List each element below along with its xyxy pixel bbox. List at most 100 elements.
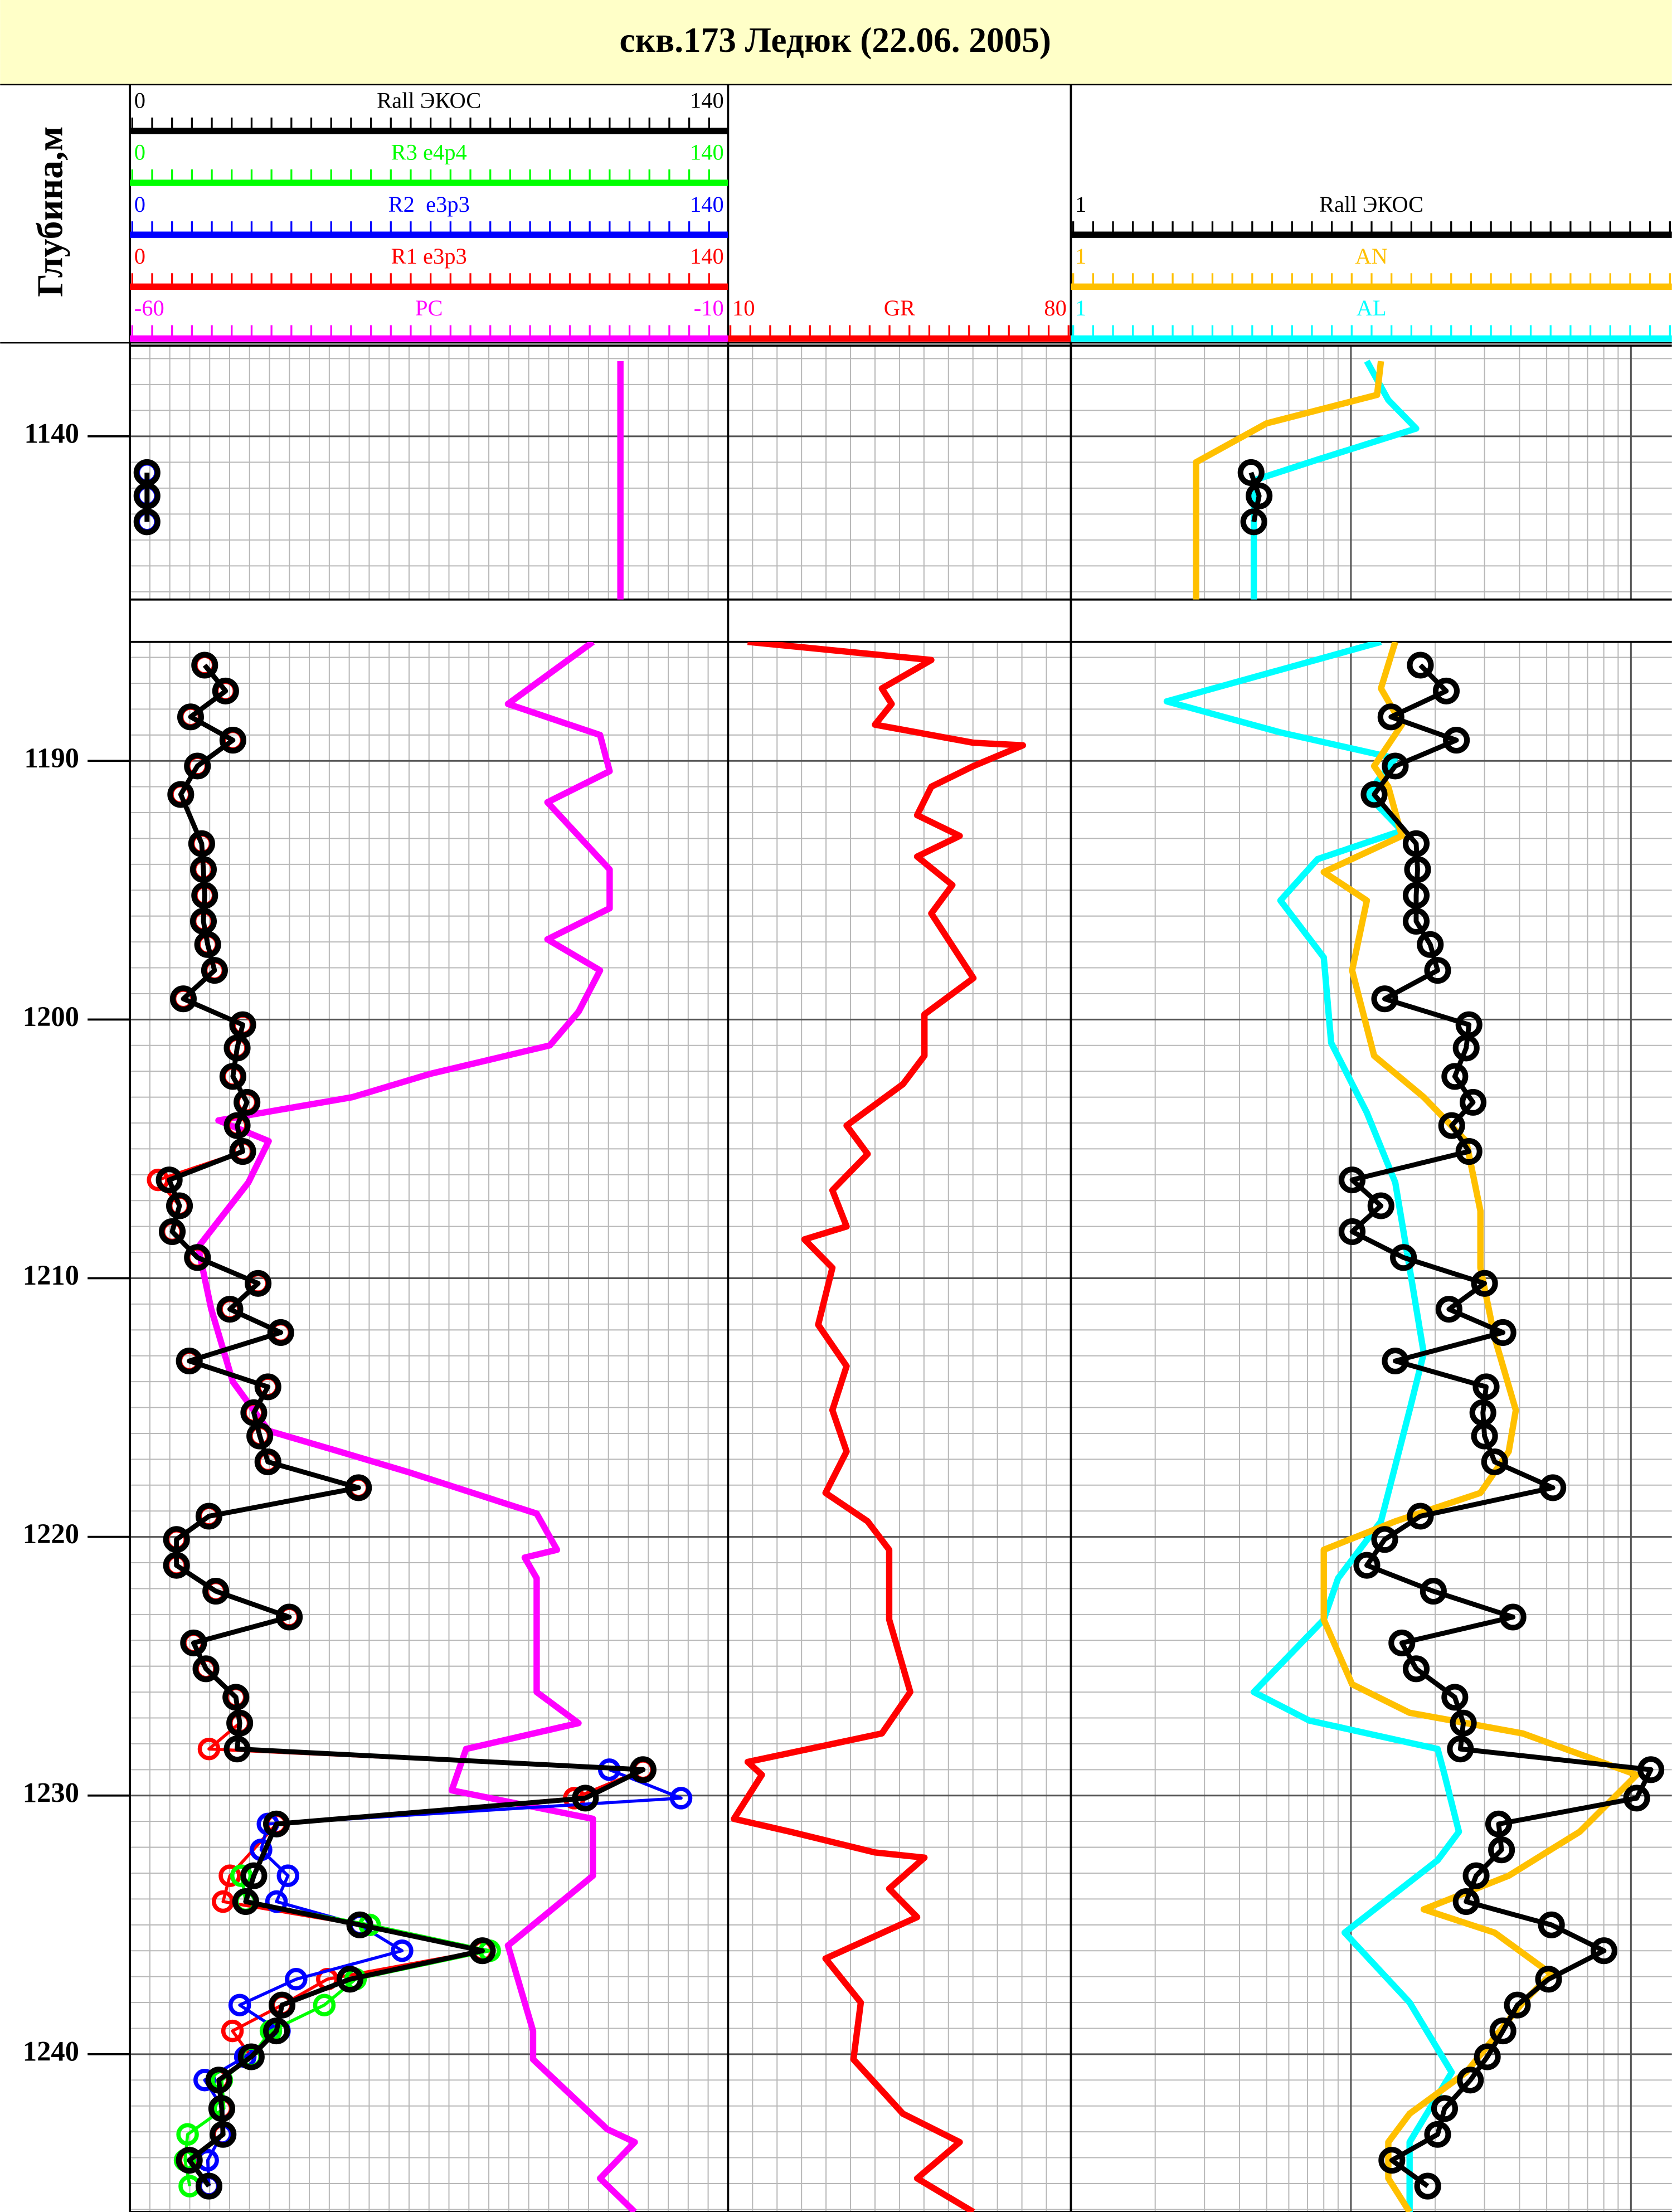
legend-entry: Rall ЭКОС [1319, 192, 1423, 217]
curve-marker [1404, 856, 1431, 883]
curve-marker [1538, 1911, 1565, 1938]
curve-marker [1402, 882, 1430, 909]
curve-marker [1237, 459, 1265, 487]
curve-marker [1339, 1218, 1366, 1245]
curve-marker [223, 1112, 251, 1139]
curve [1349, 663, 1654, 2189]
legend-entry: AL [1357, 295, 1387, 320]
curve-marker [218, 1864, 241, 1887]
curve-marker [240, 1399, 268, 1426]
curve-marker [1431, 2095, 1458, 2122]
curve-marker [1539, 1474, 1567, 1501]
curve-marker [1504, 1991, 1531, 2019]
curve-marker [1447, 1735, 1474, 1763]
curve-marker [391, 1939, 414, 1962]
chart-title: скв.173 Ледюк (22.06. 2005) [620, 21, 1051, 60]
curve-marker [184, 752, 211, 780]
curve-marker [572, 1785, 599, 1812]
curve-marker [254, 1373, 281, 1401]
curve-marker [195, 2172, 222, 2200]
curve-marker [1590, 1937, 1617, 1965]
curve-marker [263, 1810, 290, 1837]
curve-marker [1432, 677, 1460, 704]
curve-marker [1240, 508, 1267, 536]
depth-tick-label: 1140 [25, 417, 79, 449]
curve-marker [336, 1966, 363, 1993]
curve-marker [1390, 1244, 1417, 1271]
scale-max-label: 140 [690, 192, 724, 217]
curve-marker [158, 1218, 186, 1245]
curve-marker [163, 1552, 190, 1579]
curve-marker [629, 1756, 657, 1783]
scale-max-label: -10 [694, 295, 724, 320]
curve-marker [1382, 1347, 1409, 1375]
curve-marker [1420, 1578, 1447, 1605]
curve-marker [1407, 652, 1434, 679]
curve-marker [226, 1709, 254, 1737]
curve-marker [254, 1448, 281, 1476]
curve-marker [1637, 1756, 1665, 1783]
curve-marker [222, 1684, 250, 1711]
curve-marker [176, 2147, 203, 2174]
curve-marker [216, 1296, 244, 1323]
curve-marker [1462, 1862, 1490, 1889]
curve-marker [1402, 1655, 1430, 1683]
curve-marker [1623, 1785, 1650, 1812]
curve-marker [208, 2095, 235, 2122]
scale-min-label: 0 [134, 88, 145, 113]
curve-marker [133, 482, 161, 509]
legend-entry: R2 e3p3 [388, 192, 470, 217]
legend-entry: PC [415, 295, 443, 320]
curve-marker [1488, 1836, 1515, 1864]
curve-marker [1499, 1603, 1527, 1631]
curve-marker [177, 703, 205, 731]
legend-entry: R1 e3p3 [391, 244, 467, 269]
track-panel [731, 641, 1027, 2212]
curve-marker [1435, 1296, 1462, 1323]
curve-marker [167, 781, 195, 808]
curve-marker [245, 1270, 272, 1297]
curve-marker [194, 931, 221, 958]
curve-marker [184, 1244, 211, 1271]
curve-marker [1367, 1192, 1394, 1219]
curve-marker [211, 1890, 235, 1913]
curve-marker [1378, 2147, 1406, 2174]
curve-marker [1455, 1138, 1483, 1165]
curve-marker [345, 1474, 372, 1501]
depth-tick-label: 1190 [25, 742, 79, 774]
depth-tick-label: 1210 [23, 1260, 79, 1291]
curve-marker [180, 1629, 207, 1656]
scale-max-label: 140 [690, 140, 724, 165]
curve-marker [1441, 1684, 1469, 1711]
curve-marker [1382, 752, 1409, 780]
curve-marker [313, 1994, 336, 2016]
curve-marker [169, 985, 197, 1013]
curve-marker [219, 1063, 246, 1090]
curve-marker [1472, 1373, 1500, 1401]
curve-marker [1246, 482, 1273, 509]
panel-gap [0, 599, 1672, 642]
curve-marker [267, 1319, 294, 1346]
title-band [0, 0, 1672, 85]
curve-marker [163, 1526, 190, 1553]
curve-marker [1360, 781, 1388, 808]
curve-marker [230, 1864, 253, 1887]
curve [731, 641, 1027, 2212]
curve-marker [1452, 1034, 1480, 1062]
track-panel [147, 641, 693, 2212]
depth-axis-label: Глубина,м [30, 127, 71, 297]
curve-marker [1474, 2043, 1501, 2070]
curve-marker [189, 856, 217, 883]
scale-max-label: 140 [690, 88, 724, 113]
track-panel [1193, 359, 1420, 600]
curve-marker [234, 1088, 261, 1116]
curve-marker [1407, 1503, 1434, 1530]
depth-tick-label: 1240 [23, 2035, 79, 2067]
curve-marker [201, 957, 228, 984]
curve-marker [285, 1968, 308, 1991]
scale-min-label: 0 [134, 140, 145, 165]
curve-marker [1424, 957, 1451, 984]
scale-max-label: 140 [690, 244, 724, 269]
curve [1250, 359, 1420, 600]
curve-marker [1424, 2121, 1451, 2148]
